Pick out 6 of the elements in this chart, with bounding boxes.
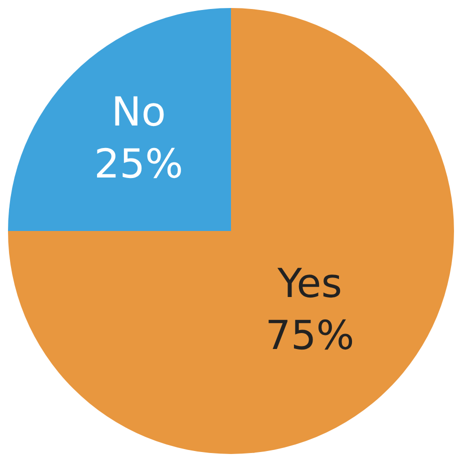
data-label: 25% [94,142,184,188]
slice-label: Yes [276,260,342,307]
pie-slice [8,8,231,231]
data-label: 75% [265,312,354,359]
slice-label: No [111,90,166,136]
pie-slice [8,8,454,454]
